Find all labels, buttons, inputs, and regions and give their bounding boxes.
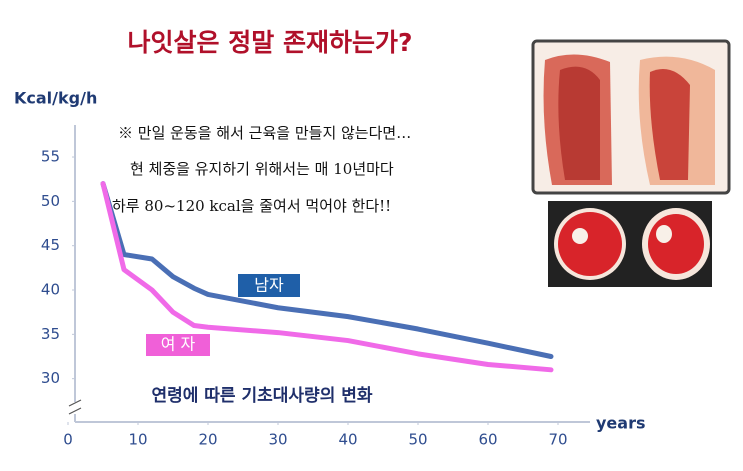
x-tick-label: 10: [128, 431, 147, 449]
y-tick-label: 30: [41, 369, 60, 387]
y-tick-label: 45: [41, 236, 60, 254]
x-tick-label: 60: [478, 431, 497, 449]
y-axis-label: Kcal/kg/h: [14, 89, 97, 108]
y-tick-label: 50: [41, 192, 60, 210]
title: 나잇살은 정말 존재하는가?: [128, 28, 413, 57]
legend-label: 여 자: [161, 335, 196, 354]
legend-label: 남자: [254, 276, 284, 295]
axis-break: [68, 399, 82, 407]
y-tick-label: 55: [41, 148, 60, 166]
x-tick-label: 50: [408, 431, 427, 449]
cross-section-image: [548, 201, 712, 287]
caption: 연령에 따른 기초대사량의 변화: [151, 385, 372, 406]
x-tick-label: 70: [548, 431, 567, 449]
legend-box: [238, 274, 300, 297]
arm-image: [531, 39, 731, 195]
y-tick-label: 35: [41, 325, 60, 343]
y-tick-label: 40: [41, 281, 60, 299]
x-tick-label: 30: [268, 431, 287, 449]
x-tick-label: 20: [198, 431, 217, 449]
annotation: ※ 만일 운동을 해서 근육을 만들지 않는다면…: [118, 124, 411, 142]
line-series: [100, 181, 554, 373]
axis-break: [68, 407, 82, 415]
legend-box: [146, 334, 210, 356]
x-tick-label: 0: [63, 431, 73, 449]
annotation: 현 체중을 유지하기 위해서는 매 10년마다: [130, 160, 394, 178]
line-series: [100, 181, 554, 360]
x-tick-label: 40: [338, 431, 357, 449]
x-axis-label: years: [596, 414, 646, 433]
annotation: 하루 80~120 kcal을 줄여서 먹어야 한다!!: [112, 197, 391, 215]
